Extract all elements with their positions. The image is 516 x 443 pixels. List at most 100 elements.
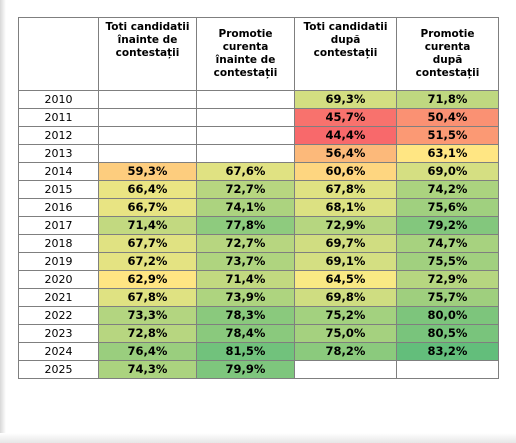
value-cell-all-after: 64,5% bbox=[294, 270, 397, 289]
value-cell-all-after: 56,4% bbox=[294, 144, 397, 163]
value-cell-current-after: 71,8% bbox=[396, 90, 499, 109]
results-table: Toti candidatii înainte de contestații P… bbox=[18, 17, 499, 379]
value-cell-all-before: 74,3% bbox=[98, 360, 197, 379]
value-cell-all-before: 67,2% bbox=[98, 252, 197, 271]
header-current-after: Promotie curenta după contestații bbox=[396, 17, 499, 91]
value-cell-all-after: 75,2% bbox=[294, 306, 397, 325]
year-cell: 2021 bbox=[18, 288, 99, 307]
value-cell-all-before: 73,3% bbox=[98, 306, 197, 325]
value-cell-all-after: 45,7% bbox=[294, 108, 397, 127]
value-cell-current-before: 77,8% bbox=[196, 216, 295, 235]
value-cell-current-after: 75,7% bbox=[396, 288, 499, 307]
value-cell-all-after: 69,1% bbox=[294, 252, 397, 271]
left-shadow bbox=[0, 0, 6, 443]
year-cell: 2011 bbox=[18, 108, 99, 127]
year-cell: 2018 bbox=[18, 234, 99, 253]
header-all-after: Toti candidatii după contestații bbox=[294, 17, 397, 91]
header-line: înainte de bbox=[117, 34, 178, 46]
year-cell: 2017 bbox=[18, 216, 99, 235]
value-cell-all-before: 67,8% bbox=[98, 288, 197, 307]
year-cell: 2019 bbox=[18, 252, 99, 271]
table-row: 2016 66,7% 74,1% 68,1% 75,6% bbox=[18, 198, 499, 217]
header-line: Toti candidatii bbox=[303, 21, 388, 33]
value-cell-all-before: 72,8% bbox=[98, 324, 197, 343]
value-cell-all-before: 76,4% bbox=[98, 342, 197, 361]
header-line: după bbox=[432, 54, 463, 66]
value-cell-all-after: 78,2% bbox=[294, 342, 397, 361]
table-row: 2020 62,9% 71,4% 64,5% 72,9% bbox=[18, 270, 499, 289]
table-row: 2015 66,4% 72,7% 67,8% 74,2% bbox=[18, 180, 499, 199]
value-cell-current-after: 51,5% bbox=[396, 126, 499, 145]
header-line: Toti candidatii bbox=[105, 21, 190, 33]
value-cell-current-after: 80,5% bbox=[396, 324, 499, 343]
table-row: 2018 67,7% 72,7% 69,7% 74,7% bbox=[18, 234, 499, 253]
bottom-shadow bbox=[0, 433, 516, 443]
header-line: contestații bbox=[415, 67, 480, 79]
value-cell-all-after: 75,0% bbox=[294, 324, 397, 343]
value-cell-all-before bbox=[98, 90, 197, 109]
year-cell: 2012 bbox=[18, 126, 99, 145]
header-line: după bbox=[330, 34, 361, 46]
header-line: înainte de bbox=[215, 54, 276, 66]
header-current-before: Promotie curenta înainte de contestații bbox=[196, 17, 295, 91]
value-cell-current-before: 81,5% bbox=[196, 342, 295, 361]
header-line: Promotie bbox=[218, 28, 273, 40]
year-cell: 2024 bbox=[18, 342, 99, 361]
header-year bbox=[18, 17, 99, 91]
value-cell-current-before: 72,7% bbox=[196, 234, 295, 253]
value-cell-current-before: 79,9% bbox=[196, 360, 295, 379]
value-cell-current-after: 63,1% bbox=[396, 144, 499, 163]
value-cell-current-before bbox=[196, 90, 295, 109]
value-cell-current-before bbox=[196, 144, 295, 163]
table-header: Toti candidatii înainte de contestații P… bbox=[18, 17, 499, 91]
table-body: 2010 69,3% 71,8% 2011 45,7% 50,4% 2012 44,4% 51,… bbox=[18, 90, 499, 379]
value-cell-current-after: 83,2% bbox=[396, 342, 499, 361]
value-cell-current-after bbox=[396, 360, 499, 379]
value-cell-current-after: 75,5% bbox=[396, 252, 499, 271]
year-cell: 2025 bbox=[18, 360, 99, 379]
year-cell: 2016 bbox=[18, 198, 99, 217]
value-cell-current-before: 73,9% bbox=[196, 288, 295, 307]
value-cell-all-after: 60,6% bbox=[294, 162, 397, 181]
value-cell-all-before bbox=[98, 144, 197, 163]
value-cell-current-after: 75,6% bbox=[396, 198, 499, 217]
table-row: 2022 73,3% 78,3% 75,2% 80,0% bbox=[18, 306, 499, 325]
value-cell-current-after: 80,0% bbox=[396, 306, 499, 325]
value-cell-all-before: 66,4% bbox=[98, 180, 197, 199]
value-cell-all-after: 67,8% bbox=[294, 180, 397, 199]
table-row: 2010 69,3% 71,8% bbox=[18, 90, 499, 109]
value-cell-current-before: 72,7% bbox=[196, 180, 295, 199]
value-cell-current-after: 79,2% bbox=[396, 216, 499, 235]
value-cell-current-before bbox=[196, 126, 295, 145]
value-cell-current-before: 74,1% bbox=[196, 198, 295, 217]
header-all-before: Toti candidatii înainte de contestații bbox=[98, 17, 197, 91]
value-cell-current-before: 71,4% bbox=[196, 270, 295, 289]
table-row: 2013 56,4% 63,1% bbox=[18, 144, 499, 163]
header-line: contestații bbox=[115, 47, 180, 59]
value-cell-all-before: 59,3% bbox=[98, 162, 197, 181]
value-cell-current-after: 74,7% bbox=[396, 234, 499, 253]
header-line: contestații bbox=[213, 67, 278, 79]
header-row: Toti candidatii înainte de contestații P… bbox=[18, 17, 499, 91]
header-line: curenta bbox=[424, 41, 471, 53]
year-cell: 2020 bbox=[18, 270, 99, 289]
value-cell-current-after: 72,9% bbox=[396, 270, 499, 289]
value-cell-all-before bbox=[98, 126, 197, 145]
table-row: 2023 72,8% 78,4% 75,0% 80,5% bbox=[18, 324, 499, 343]
value-cell-all-after bbox=[294, 360, 397, 379]
table-row: 2025 74,3% 79,9% bbox=[18, 360, 499, 379]
value-cell-all-after: 72,9% bbox=[294, 216, 397, 235]
table-row: 2024 76,4% 81,5% 78,2% 83,2% bbox=[18, 342, 499, 361]
year-cell: 2014 bbox=[18, 162, 99, 181]
value-cell-current-after: 50,4% bbox=[396, 108, 499, 127]
value-cell-current-before: 78,3% bbox=[196, 306, 295, 325]
value-cell-current-before: 78,4% bbox=[196, 324, 295, 343]
value-cell-all-before: 67,7% bbox=[98, 234, 197, 253]
value-cell-all-before: 62,9% bbox=[98, 270, 197, 289]
year-cell: 2023 bbox=[18, 324, 99, 343]
table-row: 2021 67,8% 73,9% 69,8% 75,7% bbox=[18, 288, 499, 307]
header-line: curenta bbox=[222, 41, 269, 53]
header-line: contestații bbox=[313, 47, 378, 59]
year-cell: 2015 bbox=[18, 180, 99, 199]
